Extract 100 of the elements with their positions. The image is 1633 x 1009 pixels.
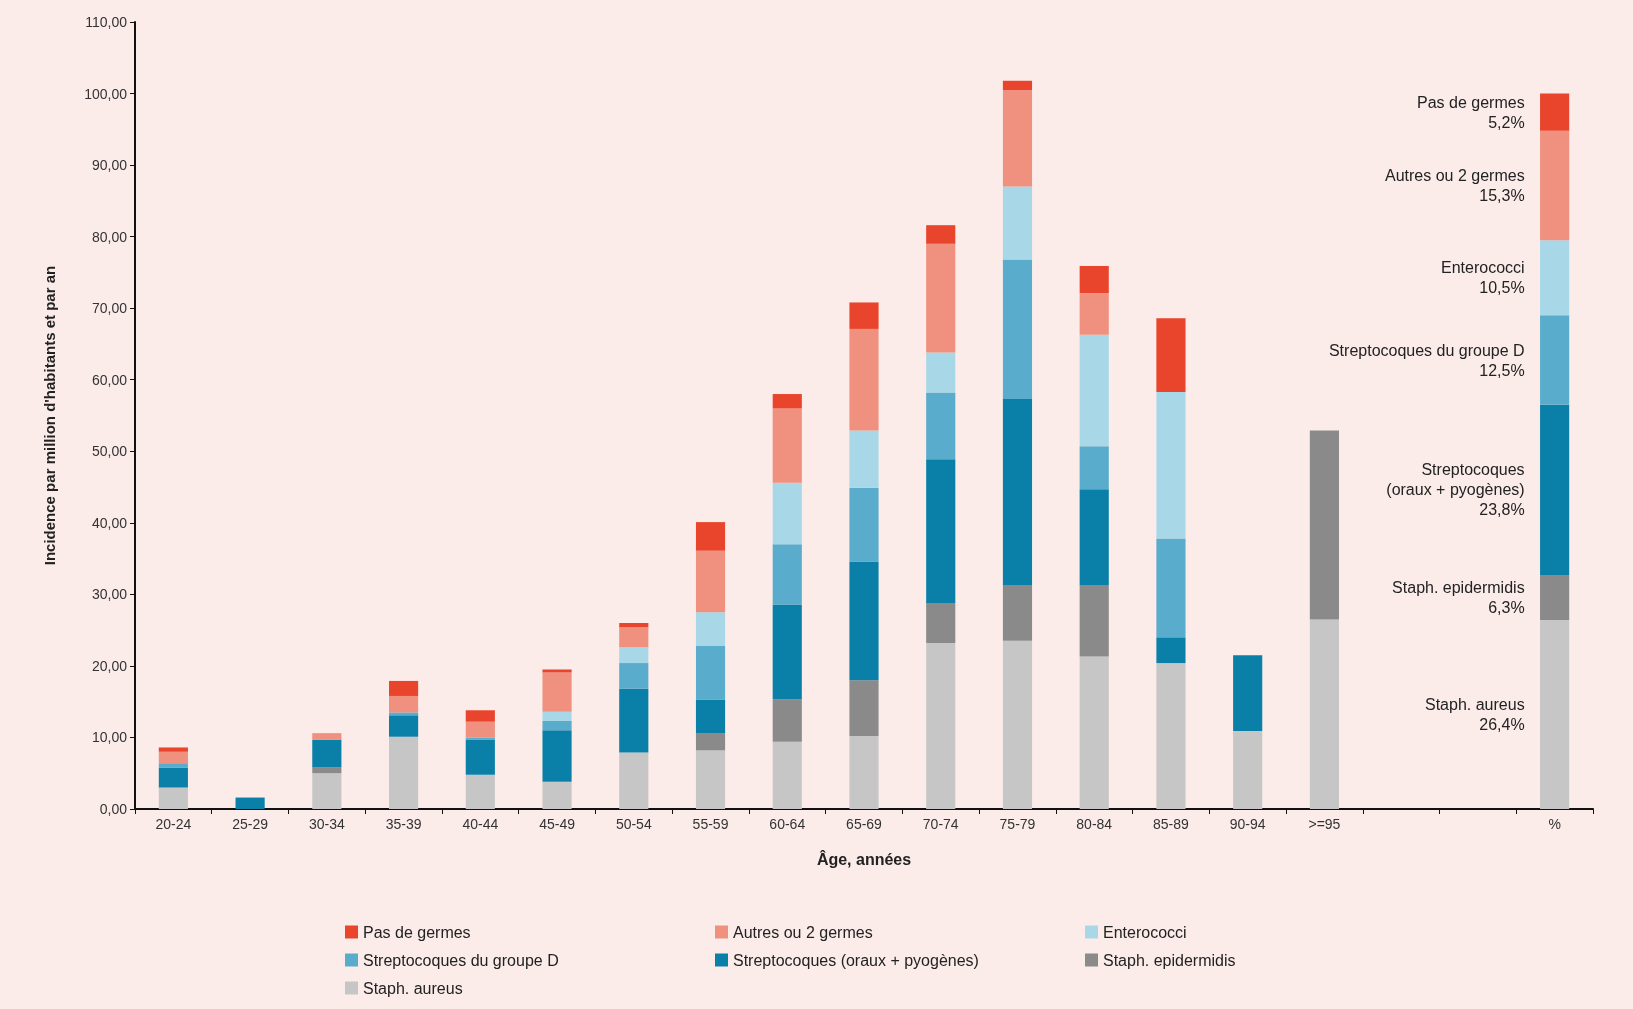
y-tick-label: 0,00 <box>99 801 128 817</box>
bar <box>1540 93 1570 131</box>
bar <box>1002 89 1033 187</box>
bar <box>695 612 726 646</box>
x-tick-label: 20-24 <box>155 816 192 832</box>
bar <box>1540 404 1570 576</box>
x-tick-label: 30-34 <box>308 816 345 832</box>
bar <box>849 736 879 809</box>
y-tick-label: 20,00 <box>91 657 128 674</box>
bar <box>926 459 956 603</box>
bar <box>1156 391 1186 539</box>
x-tick-label: 70-74 <box>922 816 959 832</box>
bar <box>772 544 802 605</box>
bar <box>158 763 188 768</box>
bar <box>619 752 649 809</box>
bar <box>389 736 419 809</box>
bar <box>772 408 802 483</box>
legend-label: Staph. aureus <box>363 979 463 997</box>
bar <box>158 751 188 764</box>
y-tick-label: 50,00 <box>91 443 128 460</box>
annotation: Pas de germes 5,2% <box>1417 93 1525 131</box>
bar <box>312 733 342 740</box>
y-tick-label: 90,00 <box>91 157 128 174</box>
bar <box>1540 315 1570 405</box>
annotation: Streptocoques du groupe D 12,5% <box>1328 341 1525 379</box>
x-tick-label: 25-29 <box>232 816 269 832</box>
bar <box>312 773 342 809</box>
bar <box>1156 538 1186 638</box>
bar <box>1540 130 1570 241</box>
bar <box>1156 637 1186 664</box>
y-tick-label: 10,00 <box>91 729 128 746</box>
bar <box>926 243 956 353</box>
bar <box>1309 619 1339 809</box>
bar <box>1156 318 1186 392</box>
bar <box>849 561 879 681</box>
bar <box>465 737 495 740</box>
x-tick-label: 50-54 <box>615 816 652 832</box>
bar <box>1002 186 1033 260</box>
bar <box>695 733 726 751</box>
bar <box>1079 489 1109 586</box>
bar <box>1079 265 1109 294</box>
bar <box>158 767 188 788</box>
bar <box>1002 399 1033 586</box>
x-tick-label: >=95 <box>1308 816 1341 832</box>
bar <box>1002 640 1033 809</box>
bar <box>1079 446 1109 490</box>
annotation: Staph. aureus 26,4% <box>1425 696 1525 734</box>
bar <box>1540 620 1570 809</box>
bar <box>389 695 419 713</box>
bar <box>772 699 802 742</box>
bar <box>1540 575 1570 621</box>
y-tick-label: 100,00 <box>84 85 128 102</box>
y-axis-title: Incidence par million d'habitants et par an <box>41 265 58 566</box>
bar <box>926 602 956 644</box>
bar <box>695 750 726 809</box>
legend-label: Staph. epidermidis <box>1103 951 1236 969</box>
annotation: Streptocoques (oraux + pyogènes) 23,8% <box>1386 461 1525 519</box>
bar <box>235 797 265 809</box>
x-tick-label: 90-94 <box>1229 816 1266 832</box>
bar <box>1079 656 1109 809</box>
x-tick-label: 40-44 <box>462 816 499 832</box>
x-axis-title: Âge, années <box>816 849 912 868</box>
bar <box>849 302 879 329</box>
bar <box>849 680 879 737</box>
bar <box>465 774 495 809</box>
bar <box>1079 334 1109 447</box>
bar <box>695 550 726 613</box>
x-tick-label: 85-89 <box>1153 816 1190 832</box>
y-tick-label: 30,00 <box>91 586 128 603</box>
x-tick-label: 45-49 <box>539 816 576 832</box>
bar <box>1002 585 1033 641</box>
bar <box>1233 655 1263 732</box>
bar <box>926 643 956 809</box>
bar <box>542 672 572 712</box>
annotation: Enterococci 10,5% <box>1441 259 1525 297</box>
annotation: Staph. epidermidis 6,3% <box>1392 579 1525 617</box>
bar <box>1079 293 1109 335</box>
bar <box>849 328 879 431</box>
legend-label: Streptocoques (oraux + pyogènes) <box>733 951 979 969</box>
x-tick-label: 55-59 <box>692 816 729 832</box>
bar <box>465 721 495 738</box>
bar <box>1540 240 1570 316</box>
bar <box>1079 585 1109 657</box>
annotation: Autres ou 2 germes 15,3% <box>1385 166 1525 204</box>
x-tick-label: 65-69 <box>846 816 883 832</box>
bar <box>1002 80 1033 90</box>
x-tick-label: % <box>1548 816 1561 832</box>
bar <box>849 430 879 488</box>
bar <box>772 741 802 809</box>
legend-label: Autres ou 2 germes <box>733 923 873 941</box>
bar <box>542 730 572 782</box>
bar <box>1002 259 1033 400</box>
bar <box>695 645 726 700</box>
bar <box>389 712 419 716</box>
legend-label: Pas de germes <box>363 923 471 941</box>
bar <box>1156 663 1186 809</box>
y-tick-label: 40,00 <box>91 514 128 531</box>
bar <box>619 688 649 753</box>
bar <box>542 669 572 673</box>
bar <box>1233 731 1263 809</box>
